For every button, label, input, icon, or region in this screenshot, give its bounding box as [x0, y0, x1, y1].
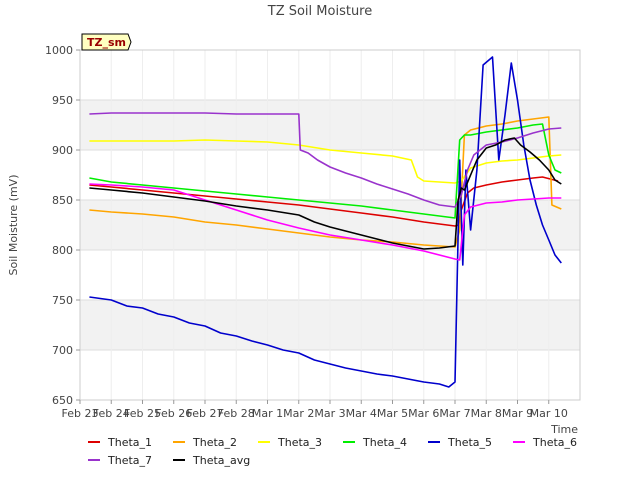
y-tick-label: 1000 — [45, 44, 73, 57]
legend-label-theta-7: Theta_7 — [107, 454, 152, 467]
y-axis-label: Soil Moisture (mV) — [7, 175, 20, 276]
y-tick-label: 850 — [52, 194, 73, 207]
badge-label: TZ_sm — [87, 36, 126, 49]
series-line-theta-1 — [89, 176, 559, 227]
x-axis-label: Time — [550, 423, 578, 436]
legend-label-theta-6: Theta_6 — [532, 436, 577, 449]
x-tick-label: Mar 6 — [408, 407, 439, 420]
badge-box — [81, 33, 132, 51]
x-tick-label: Feb 25 — [124, 407, 161, 420]
series-line-theta-5 — [89, 56, 562, 388]
series-lines — [89, 56, 562, 388]
series-line-theta-7 — [89, 112, 562, 208]
x-tick-label: Mar 8 — [471, 407, 502, 420]
legend-label-theta-1: Theta_1 — [107, 436, 152, 449]
legend-label-theta-4: Theta_4 — [362, 436, 407, 449]
series-line-theta-4 — [89, 123, 562, 219]
x-tick-label: Mar 7 — [439, 407, 470, 420]
y-tick-label: 950 — [52, 94, 73, 107]
legend: Theta_1 Theta_2 Theta_3 Theta_4 Theta_5 Theta… — [88, 436, 577, 467]
series-line-theta-2 — [89, 116, 562, 248]
legend-label-theta-5: Theta_5 — [447, 436, 492, 449]
series-line-theta-3 — [89, 139, 562, 184]
x-tick-label: Mar 2 — [283, 407, 314, 420]
tz-sm-badge: TZ_sm — [81, 33, 132, 51]
x-tick-label: Mar 1 — [252, 407, 283, 420]
y-tick-label: 700 — [52, 344, 73, 357]
series-line-theta-avg — [89, 137, 562, 250]
x-tick-label: Mar 9 — [502, 407, 533, 420]
x-tick-label: Mar 3 — [314, 407, 345, 420]
x-tick-label: Mar 5 — [377, 407, 408, 420]
x-tick-label: Mar 10 — [530, 407, 568, 420]
x-tick-label: Mar 4 — [346, 407, 377, 420]
x-tick-label: Feb 26 — [155, 407, 192, 420]
chart-title: TZ Soil Moisture — [267, 4, 373, 19]
y-tick-label: 900 — [52, 144, 73, 157]
y-tick-label: 750 — [52, 294, 73, 307]
x-tick-label: Feb 28 — [218, 407, 255, 420]
y-tick-label: 800 — [52, 244, 73, 257]
x-tick-label: Feb 23 — [62, 407, 99, 420]
x-tick-label: Feb 24 — [93, 407, 130, 420]
x-tick-label: Feb 27 — [187, 407, 224, 420]
y-axis-ticks: 650 700 750 800 850 900 950 1000 — [45, 44, 80, 407]
legend-label-theta-3: Theta_3 — [277, 436, 322, 449]
legend-label-theta-avg: Theta_avg — [192, 454, 250, 467]
y-tick-label: 650 — [52, 394, 73, 407]
legend-label-theta-2: Theta_2 — [192, 436, 237, 449]
series-line-theta-6 — [89, 183, 562, 261]
